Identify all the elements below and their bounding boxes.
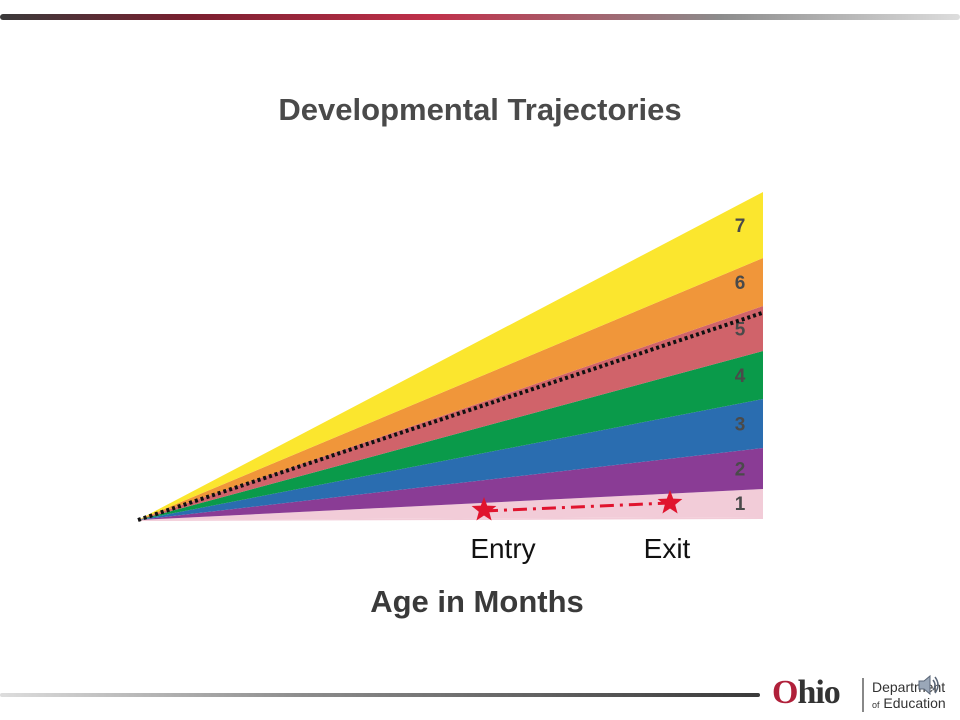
exit-label: Exit xyxy=(644,533,691,564)
band-label-2: 2 xyxy=(735,460,746,481)
logo-divider xyxy=(862,678,864,712)
top-decorative-rule xyxy=(0,14,960,20)
entry-label: Entry xyxy=(470,533,535,564)
band-label-6: 6 xyxy=(735,273,746,294)
speaker-icon[interactable] xyxy=(916,672,942,698)
slide-title: Developmental Trajectories xyxy=(278,92,682,127)
trajectory-bands xyxy=(138,192,763,521)
entry-star-icon xyxy=(471,497,497,521)
exit-star-icon xyxy=(657,490,683,514)
reference-dotted-line xyxy=(137,311,763,522)
band-label-4: 4 xyxy=(735,366,746,387)
band-label-1: 1 xyxy=(735,494,746,515)
band-label-5: 5 xyxy=(735,320,746,341)
band-label-7: 7 xyxy=(735,216,746,237)
band-labels: 1 2 3 4 5 6 7 xyxy=(735,216,746,515)
band-label-3: 3 xyxy=(735,415,746,436)
band-1-base xyxy=(138,517,763,521)
x-axis-label: Age in Months xyxy=(370,584,584,619)
logo-wordmark: Ohio xyxy=(772,674,841,711)
entry-exit-dashed-line xyxy=(483,501,671,513)
bottom-decorative-rule xyxy=(0,693,760,697)
band-7 xyxy=(138,192,763,520)
